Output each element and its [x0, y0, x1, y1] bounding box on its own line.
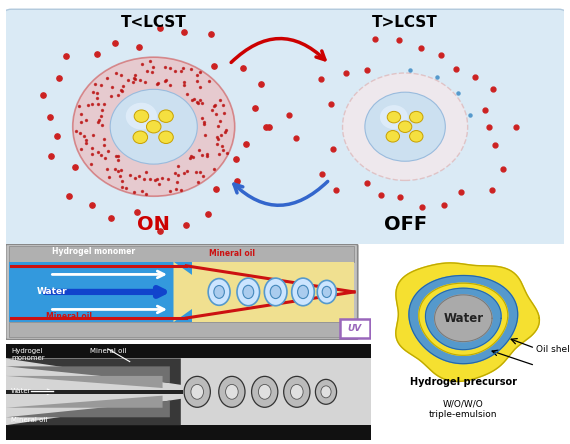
Polygon shape — [173, 262, 194, 322]
Ellipse shape — [219, 377, 245, 407]
Circle shape — [343, 73, 467, 180]
Polygon shape — [396, 263, 539, 381]
FancyBboxPatch shape — [3, 9, 567, 249]
Polygon shape — [6, 358, 181, 385]
Ellipse shape — [270, 285, 281, 298]
Polygon shape — [6, 399, 181, 425]
Ellipse shape — [264, 278, 287, 306]
Ellipse shape — [226, 385, 238, 399]
Bar — [6, 358, 370, 425]
Circle shape — [110, 89, 197, 164]
Polygon shape — [6, 396, 162, 408]
Ellipse shape — [184, 377, 210, 407]
Text: Mineral oil: Mineral oil — [89, 348, 126, 354]
Text: UV: UV — [348, 324, 362, 333]
Bar — [9, 322, 354, 337]
Polygon shape — [6, 376, 162, 388]
Text: T>LCST: T>LCST — [372, 15, 438, 30]
Circle shape — [126, 103, 157, 130]
Circle shape — [134, 110, 149, 123]
Ellipse shape — [237, 278, 259, 306]
Text: Hydrogel
monomer: Hydrogel monomer — [11, 348, 45, 361]
Polygon shape — [6, 366, 170, 383]
Circle shape — [73, 57, 235, 196]
Ellipse shape — [292, 278, 314, 306]
Text: Mineral oil: Mineral oil — [209, 249, 255, 258]
Circle shape — [410, 131, 423, 142]
Text: Water: Water — [36, 287, 67, 297]
Ellipse shape — [258, 385, 271, 399]
Text: OFF: OFF — [384, 214, 427, 234]
Ellipse shape — [243, 285, 254, 298]
Ellipse shape — [322, 286, 331, 297]
Ellipse shape — [214, 285, 225, 298]
Ellipse shape — [315, 379, 336, 404]
Text: Hydrogel monomer: Hydrogel monomer — [52, 247, 135, 256]
Circle shape — [398, 121, 412, 132]
Ellipse shape — [251, 377, 278, 407]
Polygon shape — [425, 288, 501, 349]
Ellipse shape — [208, 278, 230, 305]
Text: ON: ON — [137, 214, 170, 234]
Polygon shape — [6, 401, 170, 417]
Text: T<LCST: T<LCST — [121, 15, 186, 30]
Circle shape — [133, 131, 148, 143]
Text: Oil shell: Oil shell — [536, 345, 570, 354]
Circle shape — [387, 111, 401, 123]
Bar — [192, 262, 354, 322]
Circle shape — [159, 110, 173, 123]
Text: Water: Water — [11, 388, 32, 393]
Text: Water: Water — [443, 312, 483, 325]
FancyBboxPatch shape — [340, 319, 370, 338]
Ellipse shape — [291, 385, 303, 399]
Ellipse shape — [317, 280, 336, 304]
Circle shape — [386, 131, 400, 142]
Text: W/O/W/O
triple-emulsion: W/O/W/O triple-emulsion — [429, 399, 498, 419]
Circle shape — [159, 131, 173, 143]
Text: Hydrogel precursor: Hydrogel precursor — [410, 377, 517, 387]
Bar — [9, 246, 354, 262]
Ellipse shape — [284, 377, 310, 407]
Bar — [6, 344, 370, 358]
Ellipse shape — [298, 285, 308, 298]
Circle shape — [365, 92, 445, 161]
Bar — [6, 390, 182, 394]
Circle shape — [380, 105, 408, 129]
Ellipse shape — [321, 386, 331, 398]
Text: Mineral oil: Mineral oil — [46, 312, 92, 321]
Polygon shape — [419, 283, 508, 355]
Bar — [6, 425, 370, 440]
Text: Mineral oil: Mineral oil — [11, 417, 47, 423]
Circle shape — [146, 120, 161, 133]
Circle shape — [410, 111, 423, 123]
FancyBboxPatch shape — [6, 244, 358, 340]
Ellipse shape — [191, 385, 203, 399]
Polygon shape — [409, 275, 518, 364]
Bar — [9, 262, 196, 322]
Polygon shape — [434, 295, 492, 341]
